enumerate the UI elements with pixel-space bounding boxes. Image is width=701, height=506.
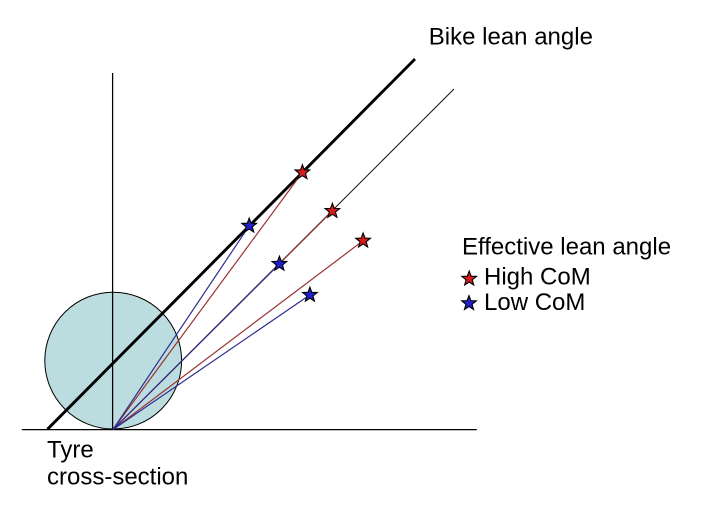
svg-text:Effective lean angle: Effective lean angle — [462, 234, 671, 261]
svg-text:cross-section: cross-section — [47, 464, 188, 491]
svg-text:High CoM: High CoM — [484, 263, 591, 290]
svg-text:Bike lean angle: Bike lean angle — [429, 24, 593, 51]
svg-text:Low CoM: Low CoM — [484, 289, 585, 316]
svg-text:Tyre: Tyre — [47, 437, 94, 464]
